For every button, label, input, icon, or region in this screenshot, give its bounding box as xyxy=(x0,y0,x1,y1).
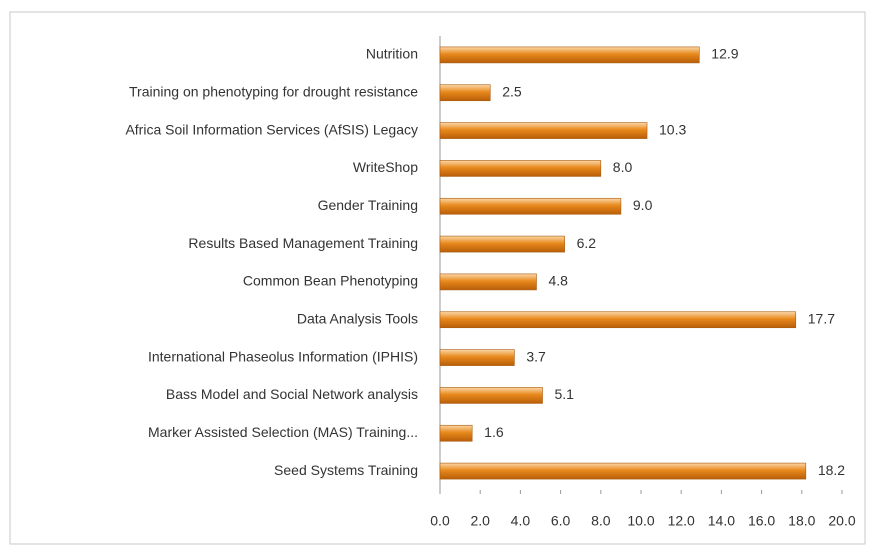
bar xyxy=(439,122,648,139)
y-tick-label: Marker Assisted Selection (MAS) Training… xyxy=(148,424,418,440)
data-label: 3.7 xyxy=(526,348,546,364)
x-tick-label: 6.0 xyxy=(551,513,571,529)
bar xyxy=(439,311,797,329)
y-tick-label: WriteShop xyxy=(353,159,418,175)
x-tick-label: 14.0 xyxy=(708,513,735,529)
data-label: 8.0 xyxy=(613,159,633,175)
bar xyxy=(439,387,543,404)
data-label: 6.2 xyxy=(577,235,597,251)
bar xyxy=(439,462,807,480)
bar xyxy=(439,349,515,366)
x-tick-label: 20.0 xyxy=(828,513,855,529)
y-tick-label: International Phaseolus Information (IPH… xyxy=(148,348,418,364)
y-tick-label: Training on phenotyping for drought resi… xyxy=(129,83,418,99)
data-label: 1.6 xyxy=(484,424,504,440)
bar xyxy=(439,160,602,177)
y-tick-label: Bass Model and Social Network analysis xyxy=(166,386,418,402)
data-label: 2.5 xyxy=(502,83,522,99)
x-tick-label: 10.0 xyxy=(627,513,654,529)
bar xyxy=(439,197,622,215)
y-tick-label: Nutrition xyxy=(366,46,418,62)
data-label: 9.0 xyxy=(633,197,653,213)
x-tick-label: 18.0 xyxy=(788,513,815,529)
data-label: 4.8 xyxy=(548,273,568,289)
x-tick-label: 0.0 xyxy=(430,513,450,529)
x-tick-label: 16.0 xyxy=(748,513,775,529)
bar xyxy=(439,273,537,291)
bar xyxy=(439,46,700,64)
y-tick-label: Gender Training xyxy=(318,197,418,213)
y-tick-label: Africa Soil Information Services (AfSIS)… xyxy=(125,121,418,137)
y-tick-label: Data Analysis Tools xyxy=(297,310,418,326)
x-tick-label: 12.0 xyxy=(668,513,695,529)
bar xyxy=(439,424,473,442)
data-label: 12.9 xyxy=(711,46,738,62)
bar xyxy=(439,235,565,253)
bar xyxy=(439,84,491,102)
data-label: 10.3 xyxy=(659,121,686,137)
data-label: 18.2 xyxy=(818,462,845,478)
x-tick-label: 4.0 xyxy=(511,513,531,529)
data-label: 5.1 xyxy=(555,386,575,402)
data-label: 17.7 xyxy=(808,310,835,326)
y-tick-label: Seed Systems Training xyxy=(274,462,418,478)
x-tick-label: 2.0 xyxy=(470,513,490,529)
x-tick-label: 8.0 xyxy=(591,513,611,529)
y-tick-label: Common Bean Phenotyping xyxy=(243,273,418,289)
y-tick-label: Results Based Management Training xyxy=(188,235,418,251)
chart-frame xyxy=(9,11,866,545)
